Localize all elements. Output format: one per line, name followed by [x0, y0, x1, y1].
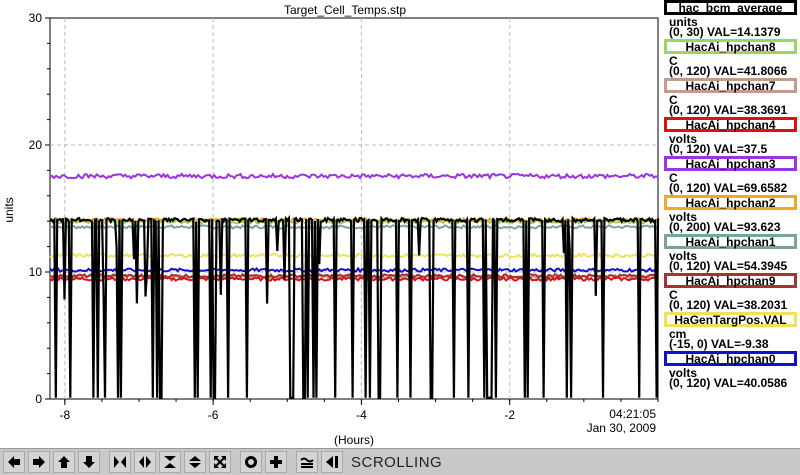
x-tick-label: -4 — [356, 408, 367, 422]
legend-value: VAL=54.3945 — [713, 259, 788, 273]
legend-range: (0, 120) — [669, 376, 711, 390]
legend-unit: cm — [669, 327, 687, 341]
legend-unit: volts — [669, 366, 698, 380]
legend-range: (0, 120) — [669, 64, 711, 78]
config-icon[interactable] — [296, 451, 318, 473]
ticks: 0 10 20 30 -8 -6 -4 -2 — [29, 11, 659, 422]
legend-range-value: (0, 120) VAL=38.2031 — [669, 299, 787, 311]
toolbar: SCROLLING — [0, 448, 800, 475]
legend-range-value: (0, 120) VAL=41.8066 — [669, 65, 787, 77]
legend-entry[interactable]: HacAi_hpchan1 volts (0, 120) VAL=54.3945 — [660, 233, 800, 272]
arrow-right-icon[interactable] — [28, 451, 50, 473]
scrolling-status: SCROLLING — [351, 453, 443, 471]
legend-entry[interactable]: HacAi_hpchan3 C (0, 120) VAL=69.6582 — [660, 155, 800, 194]
y-tick-label: 30 — [29, 11, 43, 25]
legend-series-name[interactable]: HacAi_hpchan7 — [664, 78, 797, 93]
legend-value: VAL=38.2031 — [713, 298, 788, 312]
legend: hac_bcm_average units (0, 30) VAL=14.1379 H… — [660, 0, 800, 448]
x-tick-label: -2 — [504, 408, 515, 422]
zoom-out-x-icon[interactable] — [134, 451, 156, 473]
legend-value: VAL=93.623 — [713, 220, 781, 234]
legend-range: (0, 120) — [669, 181, 711, 195]
legend-series-name[interactable]: HacAi_hpchan4 — [664, 117, 797, 132]
legend-value: VAL=14.1379 — [707, 25, 781, 39]
legend-value: VAL=41.8066 — [713, 64, 788, 78]
arrow-up-icon[interactable] — [53, 451, 75, 473]
legend-range-value: (0, 120) VAL=38.3691 — [669, 104, 787, 116]
series-layer — [49, 172, 660, 399]
y-axis-label: units — [2, 197, 16, 222]
legend-unit: C — [669, 288, 678, 302]
series-line-hac_bcm_average — [49, 214, 660, 399]
legend-range: (-15, 0) — [669, 337, 708, 351]
legend-value: VAL=69.6582 — [713, 181, 788, 195]
legend-entry[interactable]: HacAi_hpchan8 C (0, 120) VAL=41.8066 — [660, 38, 800, 77]
stop-icon[interactable] — [240, 451, 262, 473]
legend-unit: C — [669, 171, 678, 185]
chart-title: Target_Cell_Temps.stp — [284, 3, 406, 17]
legend-range: (0, 120) — [669, 298, 711, 312]
legend-value: VAL=-9.38 — [711, 337, 769, 351]
timestamp-time: 04:21:05 — [609, 407, 656, 421]
legend-series-name[interactable]: HacAi_hpchan2 — [664, 195, 797, 210]
legend-series-name[interactable]: HacAi_hpchan9 — [664, 273, 797, 288]
legend-range: (0, 200) — [669, 220, 711, 234]
zoom-out-y-icon[interactable] — [184, 451, 206, 473]
zoom-in-x-icon[interactable] — [109, 451, 131, 473]
legend-unit: C — [669, 93, 678, 107]
legend-range-value: (0, 120) VAL=54.3945 — [669, 260, 787, 272]
scroll-back-icon[interactable] — [321, 451, 343, 473]
legend-unit: volts — [669, 249, 698, 263]
arrow-down-icon[interactable] — [78, 451, 100, 473]
legend-unit: volts — [669, 210, 698, 224]
legend-entry[interactable]: HacAi_hpchan9 C (0, 120) VAL=38.2031 — [660, 272, 800, 311]
legend-entry[interactable]: HacAi_hpchan0 volts (0, 120) VAL=40.0586 — [660, 350, 800, 389]
zoom-in-y-icon[interactable] — [159, 451, 181, 473]
legend-range: (0, 30) — [669, 25, 704, 39]
legend-range-value: (0, 120) VAL=37.5 — [669, 143, 767, 155]
series-line-HacAi_hpchan3 — [49, 172, 659, 181]
legend-series-name[interactable]: HaGenTargPos.VAL — [664, 312, 797, 327]
timestamp-date: Jan 30, 2009 — [587, 421, 657, 435]
legend-value: VAL=38.3691 — [713, 103, 788, 117]
plot-area[interactable]: Target_Cell_Temps.stp units (Hours) 04:2… — [0, 0, 660, 448]
arrow-left-icon[interactable] — [3, 451, 25, 473]
x-axis-label: (Hours) — [334, 433, 374, 447]
legend-range: (0, 120) — [669, 259, 711, 273]
legend-entry[interactable]: hac_bcm_average units (0, 30) VAL=14.1379 — [660, 0, 800, 38]
autoscale-icon[interactable] — [209, 451, 231, 473]
legend-unit: units — [669, 15, 698, 29]
x-tick-label: -8 — [59, 408, 70, 422]
legend-range-value: (0, 120) VAL=69.6582 — [669, 182, 787, 194]
y-tick-label: 10 — [29, 265, 43, 279]
legend-series-name[interactable]: HacAi_hpchan1 — [664, 234, 797, 249]
legend-series-name[interactable]: hac_bcm_average — [664, 0, 797, 15]
legend-unit: volts — [669, 132, 698, 146]
legend-value: VAL=37.5 — [713, 142, 768, 156]
legend-range: (0, 120) — [669, 103, 711, 117]
legend-series-name[interactable]: HacAi_hpchan3 — [664, 156, 797, 171]
plot-frame — [49, 17, 659, 400]
legend-series-name[interactable]: HacAi_hpchan8 — [664, 39, 797, 54]
legend-entry[interactable]: HacAi_hpchan2 volts (0, 200) VAL=93.623 — [660, 194, 800, 233]
legend-range-value: (0, 120) VAL=40.0586 — [669, 377, 787, 389]
y-tick-label: 0 — [35, 392, 42, 406]
y-tick-label: 20 — [29, 138, 43, 152]
legend-value: VAL=40.0586 — [713, 376, 788, 390]
legend-range-value: (0, 200) VAL=93.623 — [669, 221, 781, 233]
legend-entry[interactable]: HacAi_hpchan7 C (0, 120) VAL=38.3691 — [660, 77, 800, 116]
x-tick-label: -6 — [208, 408, 219, 422]
legend-range: (0, 120) — [669, 142, 711, 156]
legend-series-name[interactable]: HacAi_hpchan0 — [664, 351, 797, 366]
legend-entry[interactable]: HaGenTargPos.VAL cm (-15, 0) VAL=-9.38 — [660, 311, 800, 350]
legend-range-value: (-15, 0) VAL=-9.38 — [669, 338, 769, 350]
legend-range-value: (0, 30) VAL=14.1379 — [669, 26, 781, 38]
legend-entry[interactable]: HacAi_hpchan4 volts (0, 120) VAL=37.5 — [660, 116, 800, 155]
chart-svg[interactable]: Target_Cell_Temps.stp units (Hours) 04:2… — [0, 0, 660, 448]
add-icon[interactable] — [265, 451, 287, 473]
legend-unit: C — [669, 54, 678, 68]
